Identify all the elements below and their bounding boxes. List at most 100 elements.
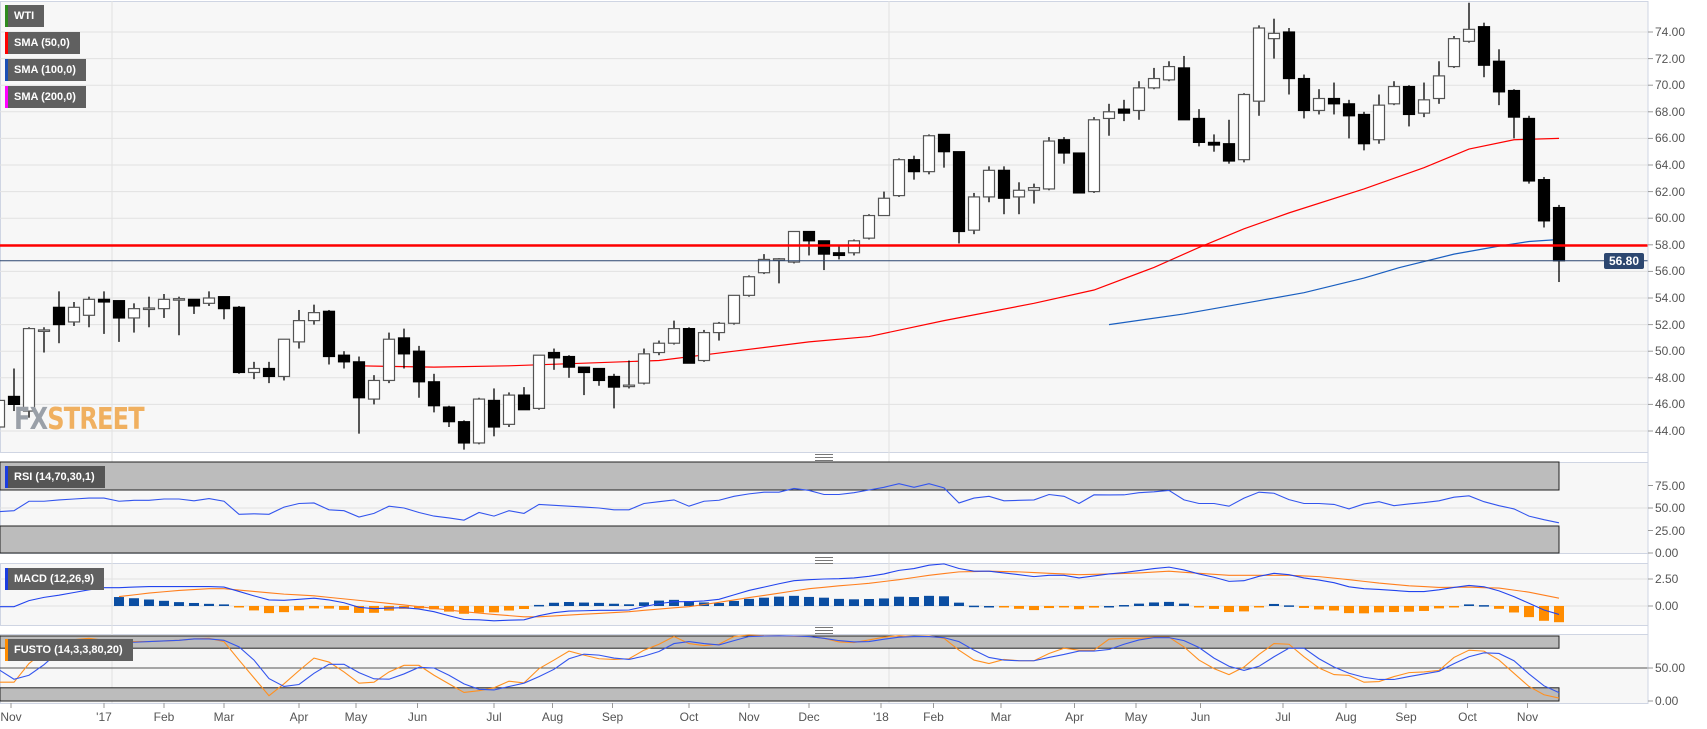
- x-axis-label: Mar: [213, 710, 235, 724]
- candle: [277, 338, 291, 381]
- candle-body: [1537, 179, 1551, 222]
- candle: [37, 327, 51, 353]
- candle-body: [217, 296, 231, 310]
- candle-body: [412, 350, 426, 383]
- candle: [802, 230, 816, 256]
- x-axis-label: Aug: [541, 710, 564, 724]
- macd-histogram-bar: [774, 596, 784, 606]
- x-axis-label: Oct: [1458, 710, 1477, 724]
- candle-body: [262, 367, 276, 378]
- macd-histogram-bar: [639, 602, 649, 606]
- panel-resize-handle-icon[interactable]: [815, 557, 833, 564]
- macd-histogram-bar: [279, 606, 289, 613]
- macd-histogram-bar: [249, 606, 259, 611]
- macd-signal-line: [118, 570, 1560, 618]
- macd-histogram-bar: [1119, 605, 1129, 607]
- macd-histogram-bar: [1524, 606, 1534, 618]
- x-axis-label: Jul: [486, 710, 502, 724]
- candle-body: [1357, 113, 1371, 145]
- candle: [502, 392, 516, 428]
- legend-label: SMA (100,0): [14, 64, 76, 76]
- candle: [442, 405, 456, 428]
- macd-histogram-bar: [519, 606, 529, 610]
- legend-macd[interactable]: MACD (12,26,9): [5, 568, 105, 590]
- candle-body: [1297, 77, 1311, 112]
- candle-body: [1192, 117, 1206, 143]
- legend-rsi[interactable]: RSI (14,70,30,1): [5, 466, 105, 488]
- candle-body: [142, 307, 156, 311]
- macd-histogram-bar: [144, 599, 154, 606]
- candle-body: [22, 327, 36, 412]
- candle-body: [907, 159, 921, 173]
- axis-tick-label: 64.00: [1655, 158, 1686, 172]
- axis-tick-label: 70.00: [1655, 78, 1686, 93]
- axis-tick-label: 74.00: [1655, 25, 1686, 39]
- axis-tick-label: 50.00: [1655, 661, 1686, 675]
- candle: [922, 134, 936, 175]
- axis-tick-label: 75.00: [1655, 478, 1686, 493]
- rsi-line: [0, 483, 1560, 524]
- panel-resize-handle-icon[interactable]: [815, 627, 833, 634]
- macd-histogram-bar: [1389, 606, 1399, 613]
- candle: [697, 329, 711, 362]
- x-axis-label: May: [1124, 710, 1148, 724]
- candle: [1432, 61, 1446, 104]
- legend-label: MACD (12,26,9): [14, 573, 95, 585]
- axis-tick-label: 52.00: [1655, 317, 1686, 332]
- macd-histogram-bar: [909, 597, 919, 606]
- candle-body: [1327, 97, 1341, 105]
- candle-body: [562, 355, 576, 368]
- candle: [1537, 176, 1551, 228]
- legend-wti[interactable]: WTI: [5, 5, 45, 27]
- candle-body: [727, 294, 741, 324]
- candle: [367, 375, 381, 405]
- x-axis-label: Feb: [153, 710, 175, 724]
- macd-histogram-bar: [669, 599, 679, 606]
- legend-fusto[interactable]: FUSTO (14,3,3,80,20): [5, 639, 133, 661]
- candle-body: [52, 306, 66, 326]
- macd-histogram-bar: [579, 602, 589, 606]
- macd-histogram-bar: [1104, 606, 1114, 608]
- macd-histogram-bar: [609, 603, 619, 606]
- candle-body: [367, 379, 381, 400]
- candle-body: [37, 329, 51, 333]
- candle-body: [1042, 140, 1056, 190]
- candle-body: [772, 258, 786, 261]
- candle-body: [832, 252, 846, 257]
- candle: [967, 192, 981, 235]
- candle-body: [1012, 189, 1026, 198]
- rsi-oversold-band: [0, 525, 1560, 554]
- candle: [982, 166, 996, 203]
- macd-histogram-bar: [534, 604, 544, 607]
- candle-body: [7, 395, 21, 406]
- axis-tick-label: 60.00: [1655, 211, 1686, 226]
- macd-histogram-bar: [309, 606, 319, 609]
- candle: [1492, 49, 1506, 106]
- candle-body: [742, 276, 756, 296]
- candle: [202, 291, 216, 306]
- candle-body: [1477, 26, 1491, 66]
- macd-histogram-bar: [444, 606, 454, 612]
- candle: [1282, 28, 1296, 95]
- legend-sma50[interactable]: SMA (50,0): [5, 32, 80, 54]
- x-axis-label: Dec: [798, 710, 820, 724]
- candle-body: [157, 298, 171, 310]
- macd-histogram-bar: [624, 604, 634, 606]
- candle-body: [82, 298, 96, 316]
- candle: [1342, 99, 1356, 139]
- candle: [472, 397, 486, 445]
- legend-sma100[interactable]: SMA (100,0): [5, 59, 86, 81]
- candle: [1417, 82, 1431, 118]
- macd-histogram-bar: [1269, 603, 1279, 606]
- legend-sma200[interactable]: SMA (200,0): [5, 86, 86, 108]
- macd-histogram-bar: [1464, 604, 1474, 606]
- x-axis-label: Feb: [923, 710, 944, 724]
- candle-body: [967, 196, 981, 231]
- macd-histogram-bar: [354, 606, 364, 613]
- macd-histogram-bar: [879, 598, 889, 606]
- panel-resize-handle-icon[interactable]: [815, 454, 833, 461]
- candle-body: [1507, 89, 1521, 118]
- candle: [1132, 81, 1146, 120]
- candle: [622, 360, 636, 389]
